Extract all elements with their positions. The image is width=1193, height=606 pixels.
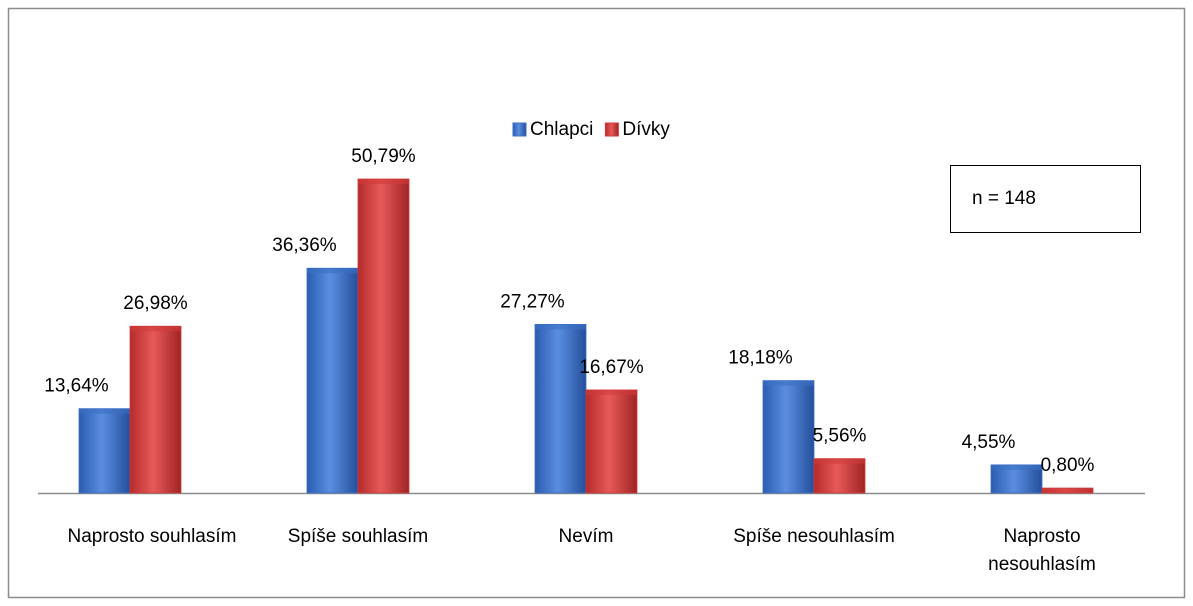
x-tick-label: Naprosto nesouhlasím	[988, 526, 1096, 575]
bar	[534, 324, 587, 494]
data-label: 27,27%	[500, 291, 565, 312]
chart-border	[7, 7, 1186, 599]
bar	[813, 458, 866, 494]
data-label: 50,79%	[351, 146, 416, 167]
data-label: 5,56%	[813, 426, 867, 447]
bar	[306, 267, 359, 494]
bar	[78, 408, 131, 494]
bar-top	[358, 179, 409, 184]
bar-top	[1042, 488, 1093, 493]
x-tick-label: Naprosto souhlasím	[67, 526, 237, 547]
x-tick-label: Spíše souhlasím	[287, 526, 429, 547]
bar-top	[814, 458, 865, 464]
annotation-box	[950, 165, 1141, 233]
bar	[762, 380, 815, 494]
bar-top	[307, 268, 358, 274]
x-tick-label: Nevím	[558, 526, 614, 547]
bar-top	[763, 380, 814, 386]
bar-top	[130, 326, 181, 332]
annotation: n = 148	[972, 188, 1036, 209]
x-tick-label: Spíše nesouhlasím	[733, 526, 895, 547]
bar-top	[991, 464, 1042, 470]
legend-swatch	[604, 122, 619, 137]
bar-top	[586, 389, 637, 395]
data-label: 16,67%	[579, 357, 644, 378]
data-label: 26,98%	[123, 293, 188, 314]
bar-top	[79, 408, 130, 414]
data-label: 18,18%	[728, 348, 793, 369]
data-label: 13,64%	[44, 376, 109, 397]
legend-label: Chlapci	[530, 119, 593, 140]
bar	[129, 325, 182, 494]
legend-label: Dívky	[622, 119, 670, 140]
legend-swatch	[512, 122, 527, 137]
data-label: 4,55%	[962, 432, 1016, 453]
bar	[357, 178, 410, 494]
data-label: 36,36%	[272, 235, 337, 256]
data-label: 0,80%	[1041, 455, 1095, 476]
bar-top	[535, 324, 586, 330]
bar	[585, 389, 638, 494]
